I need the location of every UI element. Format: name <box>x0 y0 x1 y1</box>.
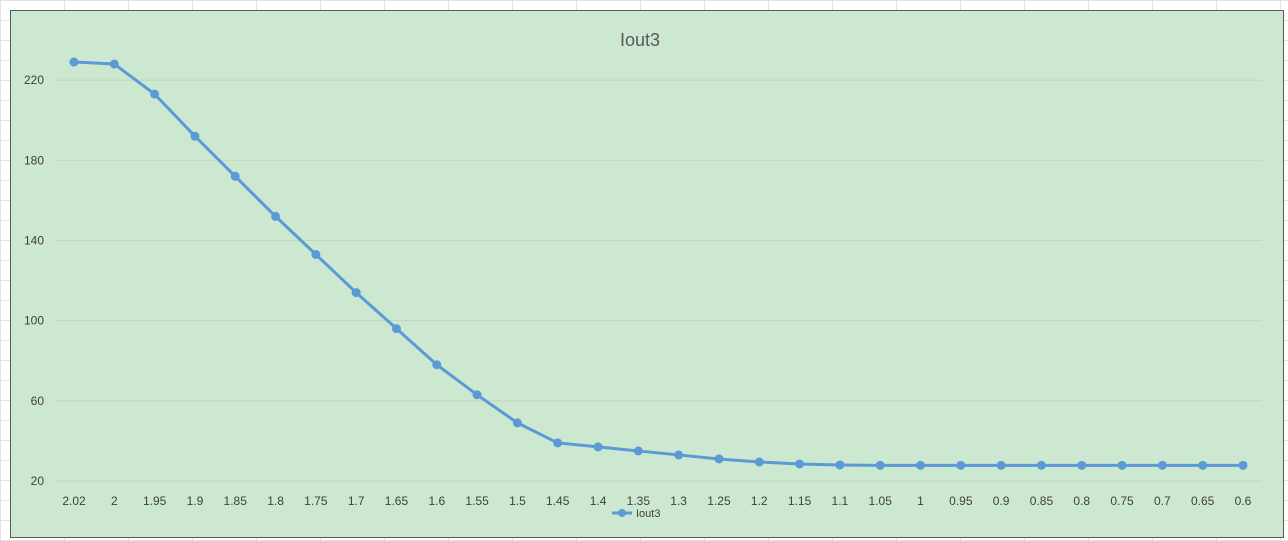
data-point[interactable] <box>109 59 119 69</box>
x-tick-label: 0.8 <box>1073 494 1090 508</box>
data-point[interactable] <box>835 460 845 470</box>
x-tick-label: 0.95 <box>949 494 973 508</box>
x-tick-label: 1.35 <box>627 494 651 508</box>
x-tick-label: 1.25 <box>707 494 731 508</box>
data-point[interactable] <box>1117 460 1127 470</box>
x-tick-label: 0.6 <box>1235 494 1252 508</box>
x-axis-ticks: 2.02 2 1.95 1.9 1.85 1.8 1.75 1.7 1.65 1.6 1.55 1.5… <box>62 494 1251 508</box>
y-tick-label: 180 <box>24 153 44 167</box>
data-point[interactable] <box>633 446 643 456</box>
x-tick-label: 1.6 <box>428 494 445 508</box>
x-tick-label: 1.2 <box>751 494 768 508</box>
y-tick-label: 220 <box>24 73 44 87</box>
x-tick-label: 1.8 <box>267 494 284 508</box>
data-point[interactable] <box>593 442 603 452</box>
data-point[interactable] <box>956 460 966 470</box>
data-point[interactable] <box>795 459 805 469</box>
x-tick-label: 1.1 <box>832 494 849 508</box>
data-point[interactable] <box>714 454 724 464</box>
data-point[interactable] <box>1238 460 1248 470</box>
x-tick-label: 1.9 <box>187 494 204 508</box>
legend: Iout3 <box>612 508 660 520</box>
data-point[interactable] <box>351 288 361 298</box>
x-tick-label: 0.7 <box>1154 494 1171 508</box>
data-point[interactable] <box>875 460 885 470</box>
y-axis-ticks: 20 60 100 140 180 220 <box>24 73 44 488</box>
data-point[interactable] <box>916 460 926 470</box>
gridlines <box>56 79 1262 482</box>
x-tick-label: 1.5 <box>509 494 526 508</box>
x-tick-label: 0.75 <box>1110 494 1134 508</box>
data-point[interactable] <box>391 324 401 334</box>
data-point[interactable] <box>754 457 764 467</box>
data-point[interactable] <box>472 390 482 400</box>
x-tick-label: 1.7 <box>348 494 365 508</box>
series-line[interactable] <box>73 60 1243 467</box>
x-tick-label: 1.45 <box>546 494 570 508</box>
x-tick-label: 1 <box>917 494 924 508</box>
x-tick-label: 1.75 <box>304 494 328 508</box>
data-point[interactable] <box>674 450 684 460</box>
data-point[interactable] <box>1036 460 1046 470</box>
data-point[interactable] <box>311 249 321 259</box>
series-iout3 <box>69 57 1248 470</box>
data-point[interactable] <box>150 89 160 99</box>
data-point[interactable] <box>1157 460 1167 470</box>
data-point[interactable] <box>432 360 442 370</box>
x-tick-label: 1.05 <box>869 494 893 508</box>
data-point[interactable] <box>69 57 79 67</box>
legend-marker <box>618 509 626 517</box>
chart-title: Iout3 <box>620 30 660 50</box>
x-tick-label: 2 <box>111 494 118 508</box>
data-point[interactable] <box>190 131 200 141</box>
x-tick-label: 0.85 <box>1030 494 1054 508</box>
data-point[interactable] <box>553 438 563 448</box>
x-tick-label: 2.02 <box>62 494 86 508</box>
y-tick-label: 20 <box>31 474 45 488</box>
legend-label: Iout3 <box>636 508 660 520</box>
chart-area[interactable] <box>10 10 1284 538</box>
x-tick-label: 1.15 <box>788 494 812 508</box>
x-tick-label: 1.65 <box>385 494 409 508</box>
y-tick-label: 140 <box>24 233 44 247</box>
y-tick-label: 100 <box>24 314 44 328</box>
x-tick-label: 0.65 <box>1191 494 1215 508</box>
data-point[interactable] <box>1077 460 1087 470</box>
data-point[interactable] <box>1198 460 1208 470</box>
x-tick-label: 1.95 <box>143 494 167 508</box>
data-point[interactable] <box>996 460 1006 470</box>
x-tick-label: 1.55 <box>465 494 489 508</box>
x-tick-label: 0.9 <box>993 494 1010 508</box>
x-tick-label: 1.3 <box>670 494 687 508</box>
data-point[interactable] <box>512 418 522 428</box>
data-point[interactable] <box>230 171 240 181</box>
data-point[interactable] <box>271 211 281 221</box>
x-tick-label: 1.4 <box>590 494 607 508</box>
y-tick-label: 60 <box>31 394 45 408</box>
x-tick-label: 1.85 <box>224 494 248 508</box>
